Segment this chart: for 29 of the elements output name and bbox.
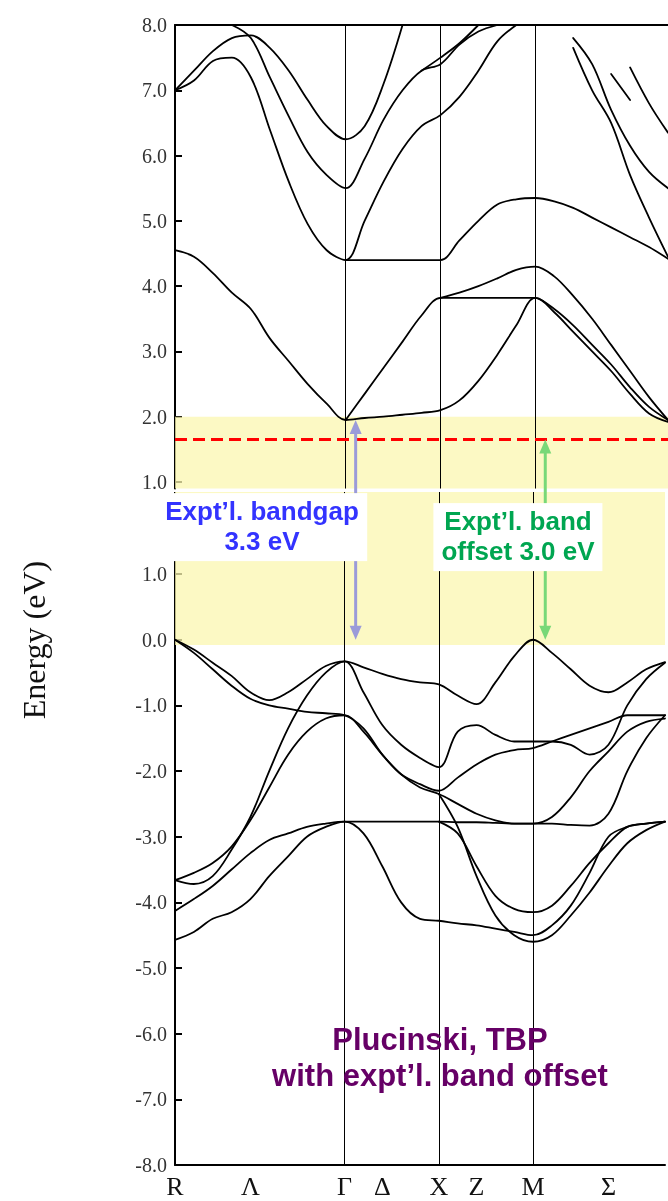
- y-tick-label: 5.0: [142, 209, 167, 232]
- y-tick-label: 1.0: [142, 471, 167, 493]
- y-tick-label: -7.0: [135, 1088, 167, 1111]
- y-tick-label: 7.0: [142, 79, 167, 102]
- x-tick-label: M: [521, 1171, 545, 1201]
- annotation: Expt’l. bandgap 3.3 eV: [157, 493, 367, 561]
- y-tick-label: 0.0: [142, 628, 167, 651]
- y-tick-label: 8.0: [142, 14, 167, 36]
- annotation: Expt’l. band offset 3.0 eV: [433, 503, 603, 571]
- y-tick-label: 1.0: [142, 563, 167, 586]
- y-tick-label: -3.0: [135, 825, 167, 848]
- y-axis-title: Energy (eV): [15, 560, 53, 720]
- x-tick-label: Λ: [240, 1171, 260, 1201]
- x-tick-label: X: [429, 1171, 449, 1201]
- y-tick-label: -1.0: [135, 694, 167, 717]
- x-tick-label: R: [166, 1171, 185, 1201]
- y-tick-label: -8.0: [135, 1154, 167, 1176]
- y-tick-label: 3.0: [142, 340, 167, 363]
- y-tick-label: -2.0: [135, 760, 167, 783]
- y-tick-label: 2.0: [142, 405, 167, 428]
- y-tick-label: -4.0: [135, 891, 167, 914]
- y-tick-label: 6.0: [142, 144, 167, 167]
- y-tick-label: -5.0: [135, 957, 167, 980]
- x-tick-label: Z: [468, 1171, 485, 1201]
- x-tick-label: Σ: [600, 1171, 617, 1201]
- x-tick-label: Δ: [373, 1171, 391, 1201]
- y-tick-label: -6.0: [135, 1022, 167, 1045]
- x-tick-label: Γ: [337, 1171, 353, 1201]
- y-tick-label: 4.0: [142, 275, 167, 298]
